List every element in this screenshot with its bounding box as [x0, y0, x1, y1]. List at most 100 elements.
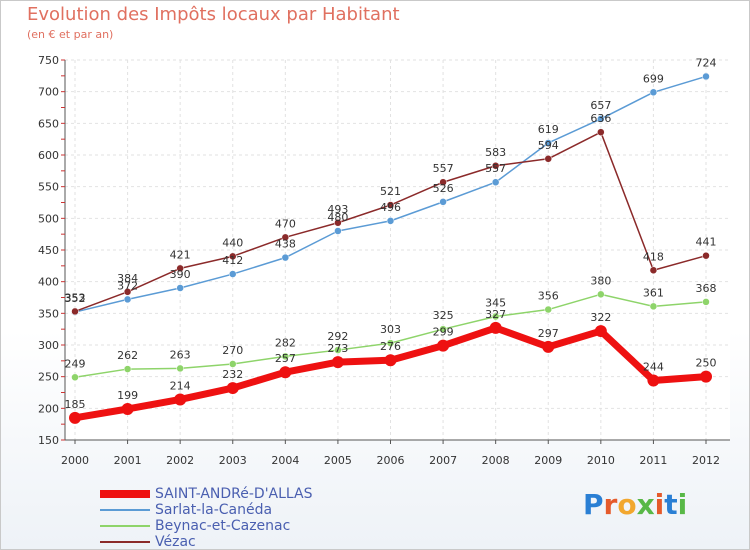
data-point: [281, 352, 290, 361]
x-tick-label: 2012: [692, 454, 720, 467]
logo-letter: P: [583, 488, 604, 521]
data-label: 470: [275, 217, 296, 230]
data-label: 493: [327, 203, 348, 216]
data-point: [597, 128, 605, 136]
data-point: [386, 201, 395, 209]
data-point: [174, 393, 187, 406]
chart-title: Evolution des Impôts locaux par Habitant: [27, 4, 400, 25]
data-label: 327: [485, 308, 506, 321]
data-label: 257: [275, 352, 296, 365]
x-tick-label: 2000: [61, 454, 89, 467]
y-tick-label: 300: [38, 339, 59, 352]
data-point: [229, 360, 237, 368]
data-point: [176, 284, 184, 292]
logo-letter: t: [664, 488, 678, 521]
y-tick-label: 450: [38, 244, 59, 257]
data-point: [386, 339, 395, 347]
data-label: 263: [170, 348, 191, 361]
chart-subtitle: (en € et par an): [27, 28, 114, 41]
data-point: [597, 290, 605, 299]
data-label: 496: [380, 201, 401, 214]
data-point: [176, 364, 184, 373]
data-point: [702, 72, 710, 81]
data-point: [176, 264, 184, 273]
y-tick-label: 550: [38, 181, 59, 194]
data-label: 356: [538, 290, 559, 303]
data-point: [69, 411, 81, 424]
data-point: [544, 139, 552, 147]
legend-label: Sarlat-la-Canéda: [155, 502, 273, 518]
data-point: [71, 373, 79, 382]
data-label: 276: [380, 340, 401, 353]
y-tick-label: 200: [38, 402, 59, 415]
data-label: 352: [65, 292, 86, 305]
data-label: 594: [538, 139, 559, 152]
data-point: [649, 88, 658, 97]
data-label: 526: [433, 182, 454, 195]
data-label: 557: [433, 162, 454, 175]
data-point: [439, 198, 447, 206]
data-label: 244: [643, 360, 664, 373]
data-label: 262: [117, 349, 138, 362]
data-label: 292: [327, 330, 348, 343]
data-label: 418: [643, 250, 664, 263]
data-point: [491, 162, 500, 170]
data-point: [491, 178, 500, 186]
data-label: 557: [485, 162, 506, 175]
logo-letter: x: [636, 488, 655, 521]
data-label: 384: [117, 272, 138, 285]
data-point: [331, 356, 344, 369]
x-tick-label: 2008: [482, 454, 510, 467]
y-tick-label: 750: [38, 54, 59, 67]
data-label: 273: [327, 342, 348, 355]
y-tick-label: 650: [38, 117, 59, 130]
data-label: 249: [65, 357, 86, 370]
data-point: [229, 270, 237, 278]
data-point: [544, 155, 552, 163]
data-label: 282: [275, 336, 296, 349]
data-label: 199: [117, 389, 138, 402]
legend-swatch: [100, 490, 150, 498]
data-point: [71, 307, 79, 316]
data-point: [649, 302, 658, 311]
data-label: 657: [590, 99, 611, 112]
logo-letter: o: [617, 488, 637, 521]
data-label: 322: [590, 311, 611, 324]
data-label: 299: [433, 326, 454, 339]
y-tick-label: 500: [38, 212, 59, 225]
data-point: [700, 370, 712, 383]
data-point: [334, 346, 342, 354]
legend-swatch: [100, 525, 150, 527]
data-point: [702, 251, 710, 260]
x-tick-label: 2009: [534, 454, 562, 467]
data-point: [594, 325, 607, 338]
data-label: 699: [643, 72, 664, 85]
x-tick-label: 2004: [271, 454, 299, 467]
data-point: [334, 219, 342, 227]
data-point: [489, 321, 502, 334]
legend-label: Beynac-et-Cazenac: [155, 518, 291, 534]
data-point: [437, 339, 450, 352]
data-point: [123, 295, 132, 304]
y-tick-label: 350: [38, 307, 59, 320]
x-tick-label: 2002: [166, 454, 194, 467]
data-label: 441: [696, 236, 717, 249]
x-tick-label: 2011: [639, 454, 667, 467]
data-label: 421: [170, 248, 191, 261]
data-point: [544, 305, 552, 314]
data-label: 353: [65, 291, 86, 304]
data-label: 303: [380, 323, 401, 336]
y-tick-label: 600: [38, 149, 59, 162]
x-tick-label: 2003: [219, 454, 247, 467]
data-point: [226, 382, 239, 395]
data-label: 250: [696, 357, 717, 370]
data-label: 380: [590, 274, 611, 287]
data-label: 297: [538, 327, 559, 340]
data-point: [439, 178, 447, 186]
data-label: 185: [65, 398, 86, 411]
logo-letter: i: [677, 488, 688, 521]
data-label: 619: [538, 123, 559, 136]
proxiti-logo: Proxiti: [583, 488, 687, 521]
data-label: 521: [380, 185, 401, 198]
data-label: 724: [696, 56, 717, 69]
